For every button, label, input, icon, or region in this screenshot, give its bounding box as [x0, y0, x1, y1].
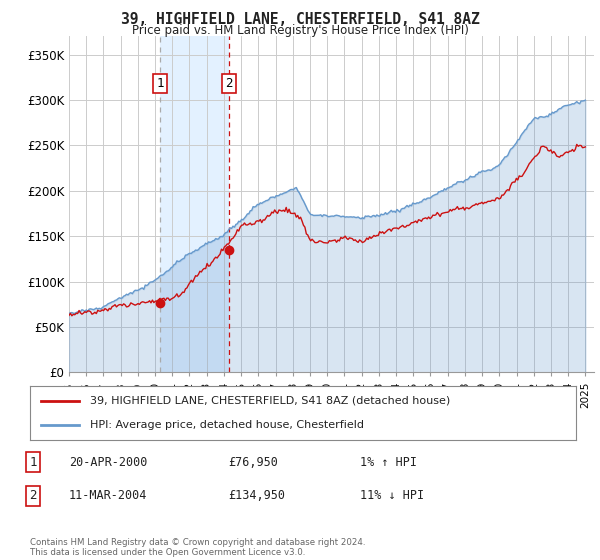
Text: Contains HM Land Registry data © Crown copyright and database right 2024.
This d: Contains HM Land Registry data © Crown c…: [30, 538, 365, 557]
Text: 39, HIGHFIELD LANE, CHESTERFIELD, S41 8AZ (detached house): 39, HIGHFIELD LANE, CHESTERFIELD, S41 8A…: [90, 396, 451, 406]
Text: 20-APR-2000: 20-APR-2000: [69, 455, 148, 469]
Text: Price paid vs. HM Land Registry's House Price Index (HPI): Price paid vs. HM Land Registry's House …: [131, 24, 469, 37]
Text: 1: 1: [29, 455, 37, 469]
Text: 11% ↓ HPI: 11% ↓ HPI: [360, 489, 424, 502]
Text: 2: 2: [226, 77, 233, 90]
Text: 1: 1: [157, 77, 164, 90]
Text: 2: 2: [29, 489, 37, 502]
Text: 39, HIGHFIELD LANE, CHESTERFIELD, S41 8AZ: 39, HIGHFIELD LANE, CHESTERFIELD, S41 8A…: [121, 12, 479, 27]
Text: £134,950: £134,950: [228, 489, 285, 502]
Text: HPI: Average price, detached house, Chesterfield: HPI: Average price, detached house, Ches…: [90, 420, 364, 430]
Text: 1% ↑ HPI: 1% ↑ HPI: [360, 455, 417, 469]
Text: 11-MAR-2004: 11-MAR-2004: [69, 489, 148, 502]
Text: £76,950: £76,950: [228, 455, 278, 469]
Bar: [160, 36, 229, 372]
